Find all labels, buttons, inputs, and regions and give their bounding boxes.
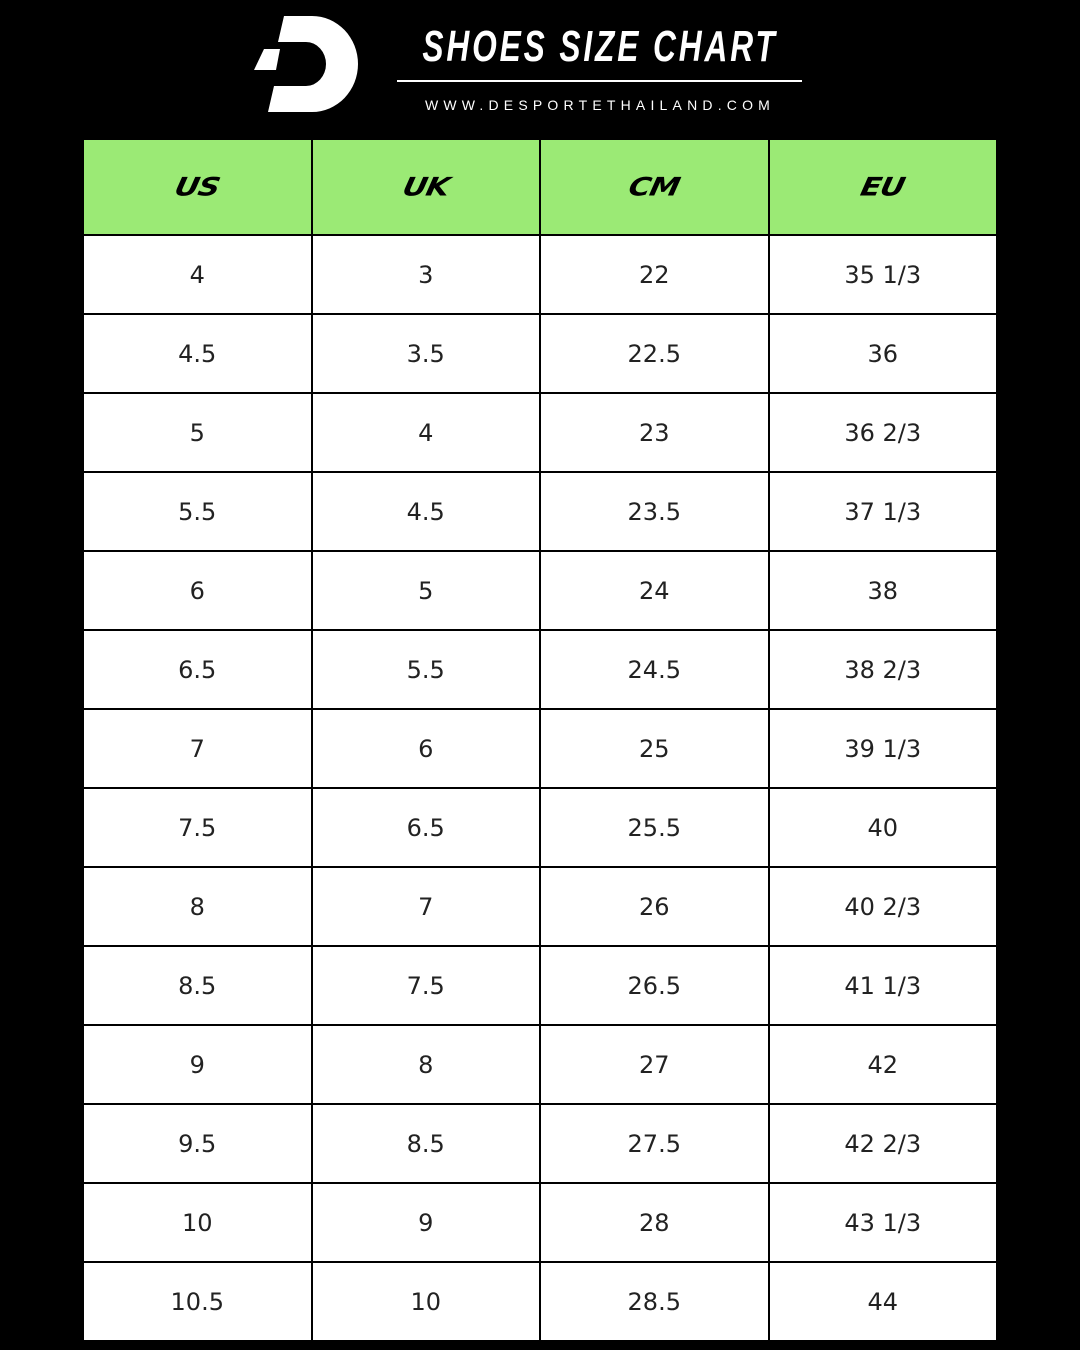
column-header-uk: UK [310,138,541,236]
cell-eu: 36 2/3 [767,392,998,473]
cell-uk: 3 [310,234,541,315]
cell-cm: 22 [539,234,770,315]
cell-us: 5.5 [82,471,313,552]
cell-us: 8 [82,866,313,947]
cell-us: 6 [82,550,313,631]
cell-uk: 9 [310,1182,541,1263]
cell-cm: 28 [539,1182,770,1263]
cell-cm: 25 [539,708,770,789]
cell-us: 9 [82,1024,313,1105]
cell-us: 10.5 [82,1261,313,1342]
cell-uk: 5.5 [310,629,541,710]
column-header-label: UK [399,172,452,202]
cell-eu: 42 2/3 [767,1103,998,1184]
cell-us: 7 [82,708,313,789]
cell-us: 5 [82,392,313,473]
cell-eu: 43 1/3 [767,1182,998,1263]
cell-uk: 7.5 [310,945,541,1026]
table-row: 8 7 26 40 2/3 [82,866,998,947]
size-chart-table: US UK CM EU 4 3 22 35 1/3 4.5 3.5 22.5 36 5 4 23 36 2/… [82,138,998,1342]
cell-eu: 40 [767,787,998,868]
table-row: 5.5 4.5 23.5 37 1/3 [82,471,998,552]
table-row: 4 3 22 35 1/3 [82,234,998,315]
cell-cm: 22.5 [539,313,770,394]
cell-cm: 26 [539,866,770,947]
table-row: 7 6 25 39 1/3 [82,708,998,789]
cell-cm: 27.5 [539,1103,770,1184]
column-header-label: CM [626,172,683,202]
cell-us: 6.5 [82,629,313,710]
cell-eu: 44 [767,1261,998,1342]
cell-eu: 40 2/3 [767,866,998,947]
cell-uk: 7 [310,866,541,947]
cell-cm: 28.5 [539,1261,770,1342]
brand-logo-icon [254,16,358,112]
table-row: 9 8 27 42 [82,1024,998,1105]
cell-us: 10 [82,1182,313,1263]
cell-eu: 38 2/3 [767,629,998,710]
cell-us: 9.5 [82,1103,313,1184]
cell-eu: 35 1/3 [767,234,998,315]
column-header-us: US [82,138,313,236]
table-row: 4.5 3.5 22.5 36 [82,313,998,394]
table-row: 10 9 28 43 1/3 [82,1182,998,1263]
cell-us: 8.5 [82,945,313,1026]
table-row: 9.5 8.5 27.5 42 2/3 [82,1103,998,1184]
cell-eu: 42 [767,1024,998,1105]
cell-cm: 24 [539,550,770,631]
cell-uk: 4.5 [310,471,541,552]
website-link[interactable]: WWW.DESPORTETHAILAND.COM [424,97,776,113]
table-row: 6 5 24 38 [82,550,998,631]
cell-uk: 5 [310,550,541,631]
cell-cm: 23.5 [539,471,770,552]
cell-cm: 23 [539,392,770,473]
cell-eu: 36 [767,313,998,394]
table-row: 6.5 5.5 24.5 38 2/3 [82,629,998,710]
cell-cm: 26.5 [539,945,770,1026]
cell-uk: 4 [310,392,541,473]
cell-us: 4 [82,234,313,315]
column-header-label: US [172,172,223,202]
page-title: SHOES SIZE CHART [422,22,778,71]
cell-uk: 3.5 [310,313,541,394]
cell-eu: 37 1/3 [767,471,998,552]
cell-uk: 6.5 [310,787,541,868]
column-header-label: EU [858,172,908,202]
table-row: 7.5 6.5 25.5 40 [82,787,998,868]
column-header-eu: EU [767,138,998,236]
cell-eu: 41 1/3 [767,945,998,1026]
table-row: 5 4 23 36 2/3 [82,392,998,473]
cell-us: 7.5 [82,787,313,868]
cell-us: 4.5 [82,313,313,394]
cell-cm: 25.5 [539,787,770,868]
cell-cm: 24.5 [539,629,770,710]
cell-uk: 8.5 [310,1103,541,1184]
cell-uk: 6 [310,708,541,789]
column-header-cm: CM [539,138,770,236]
cell-eu: 38 [767,550,998,631]
cell-uk: 8 [310,1024,541,1105]
cell-uk: 10 [310,1261,541,1342]
table-row: 8.5 7.5 26.5 41 1/3 [82,945,998,1026]
table-row: 10.5 10 28.5 44 [82,1261,998,1342]
title-divider [397,80,802,82]
cell-cm: 27 [539,1024,770,1105]
cell-eu: 39 1/3 [767,708,998,789]
table-header-row: US UK CM EU [82,138,998,236]
